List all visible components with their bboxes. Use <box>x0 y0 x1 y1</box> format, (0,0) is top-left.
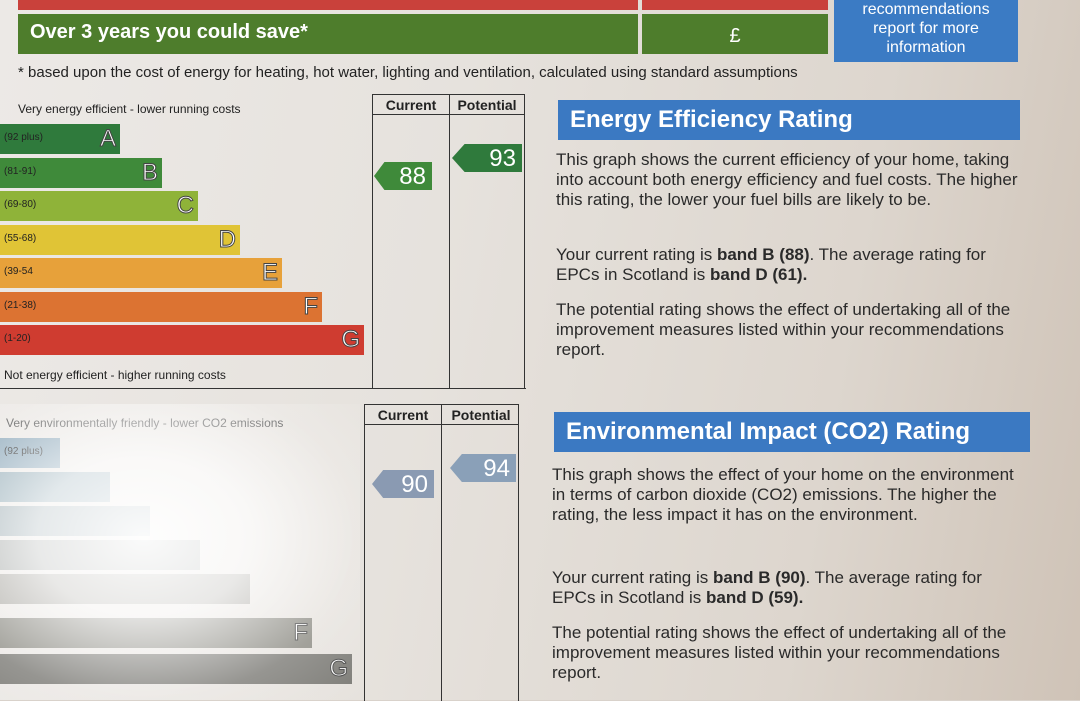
current-column <box>372 94 450 389</box>
savings-label: Over 3 years you could save* <box>30 21 308 43</box>
band-d: (55-68) D <box>0 224 240 255</box>
band-c: (69-80) C <box>0 191 198 221</box>
env-current-rating-arrow: 90 <box>372 470 434 498</box>
energy-p2-pre: Your current rating is <box>556 245 717 264</box>
energy-efficiency-chart: Very energy efficient - lower running co… <box>0 94 530 390</box>
env-column-header-divider <box>364 424 518 425</box>
savings-row-top <box>18 0 638 10</box>
potential-column <box>450 94 525 389</box>
column-header-divider <box>372 114 524 115</box>
band-letter: D <box>218 225 236 253</box>
band-letter: A <box>99 125 116 153</box>
band-a: (92 plus) A <box>0 124 120 154</box>
current-rating-arrow: 88 <box>374 162 432 190</box>
env-band-letter-g: G <box>329 655 349 683</box>
band-range: (55-68) <box>4 232 37 244</box>
env-current-column <box>364 404 442 701</box>
energy-p2-average: band D (61). <box>710 265 808 284</box>
environment-heading: Environmental Impact (CO2) Rating <box>554 412 1030 452</box>
env-chart-top-label: Very environmentally friendly - lower CO… <box>6 416 284 430</box>
env-p2-pre: Your current rating is <box>552 568 713 587</box>
chart-top-label: Very energy efficient - lower running co… <box>18 102 241 116</box>
band-letter: G <box>341 326 361 354</box>
energy-paragraph-2: Your current rating is band B (88). The … <box>556 245 1021 285</box>
env-potential-column <box>442 404 519 701</box>
energy-paragraph-1: This graph shows the current efficiency … <box>556 150 1018 209</box>
energy-paragraph-3: The potential rating shows the effect of… <box>556 300 1011 359</box>
env-band-range: (92 plus) <box>4 446 43 457</box>
footnote: * based upon the cost of energy for heat… <box>18 64 798 81</box>
env-p2-average: band D (59). <box>706 588 804 607</box>
energy-p2-mid: . The average rating for EPCs in Scotlan… <box>556 245 986 284</box>
band-range: (69-80) <box>4 199 37 210</box>
band-letter: C <box>176 192 194 220</box>
rec-line-1: recommendations <box>862 1 990 18</box>
band-range: (81-91) <box>4 165 37 177</box>
rec-line-2: report for more <box>873 20 979 37</box>
potential-rating-arrow: 93 <box>452 144 522 172</box>
env-band-d <box>0 540 200 570</box>
current-header: Current <box>385 97 437 113</box>
env-band-f: F <box>0 618 312 648</box>
band-range: (92 plus) <box>4 132 43 143</box>
savings-row-top-value <box>642 0 828 10</box>
env-p2-band: band B (90) <box>712 568 806 587</box>
band-f: (21-38) F <box>0 291 322 322</box>
env-potential-header: Potential <box>451 407 511 423</box>
recommendations-box: recommendations report for more informat… <box>834 0 1018 62</box>
env-band-a: (92 plus) <box>0 438 60 468</box>
env-band-b <box>0 472 110 502</box>
env-potential-rating-arrow: 94 <box>450 454 516 482</box>
band-e: (39-54 E <box>0 258 282 288</box>
band-letter: E <box>261 259 278 287</box>
band-letter: B <box>141 158 158 186</box>
env-current-header: Current <box>377 407 429 423</box>
savings-row: Over 3 years you could save* <box>18 14 638 54</box>
env-band-c <box>0 506 150 536</box>
band-range: (1-20) <box>4 333 31 344</box>
environmental-impact-chart: Very environmentally friendly - lower CO… <box>0 404 530 701</box>
env-band-e <box>0 574 250 604</box>
rec-line-3: information <box>886 39 966 56</box>
band-g: (1-20) G <box>0 325 364 355</box>
env-band-letter-f: F <box>293 619 309 647</box>
band-b: (81-91) B <box>0 157 162 188</box>
energy-heading: Energy Efficiency Rating <box>558 100 1020 140</box>
band-range: (39-54 <box>4 266 33 277</box>
savings-value: £ <box>642 14 828 54</box>
env-p2-mid: . The average rating for EPCs in Scotlan… <box>552 568 982 607</box>
band-range: (21-38) <box>4 299 37 311</box>
energy-p2-band: band B (88) <box>716 245 810 264</box>
potential-header: Potential <box>457 97 517 113</box>
environment-paragraph-1: This graph shows the effect of your home… <box>552 465 1014 524</box>
environment-paragraph-2: Your current rating is band B (90). The … <box>552 568 1027 608</box>
band-letter: F <box>303 292 319 320</box>
chart-bottom-border <box>0 388 526 389</box>
env-band-g: G <box>0 654 352 684</box>
environment-paragraph-3: The potential rating shows the effect of… <box>552 623 1007 682</box>
chart-bottom-label: Not energy efficient - higher running co… <box>4 368 226 382</box>
